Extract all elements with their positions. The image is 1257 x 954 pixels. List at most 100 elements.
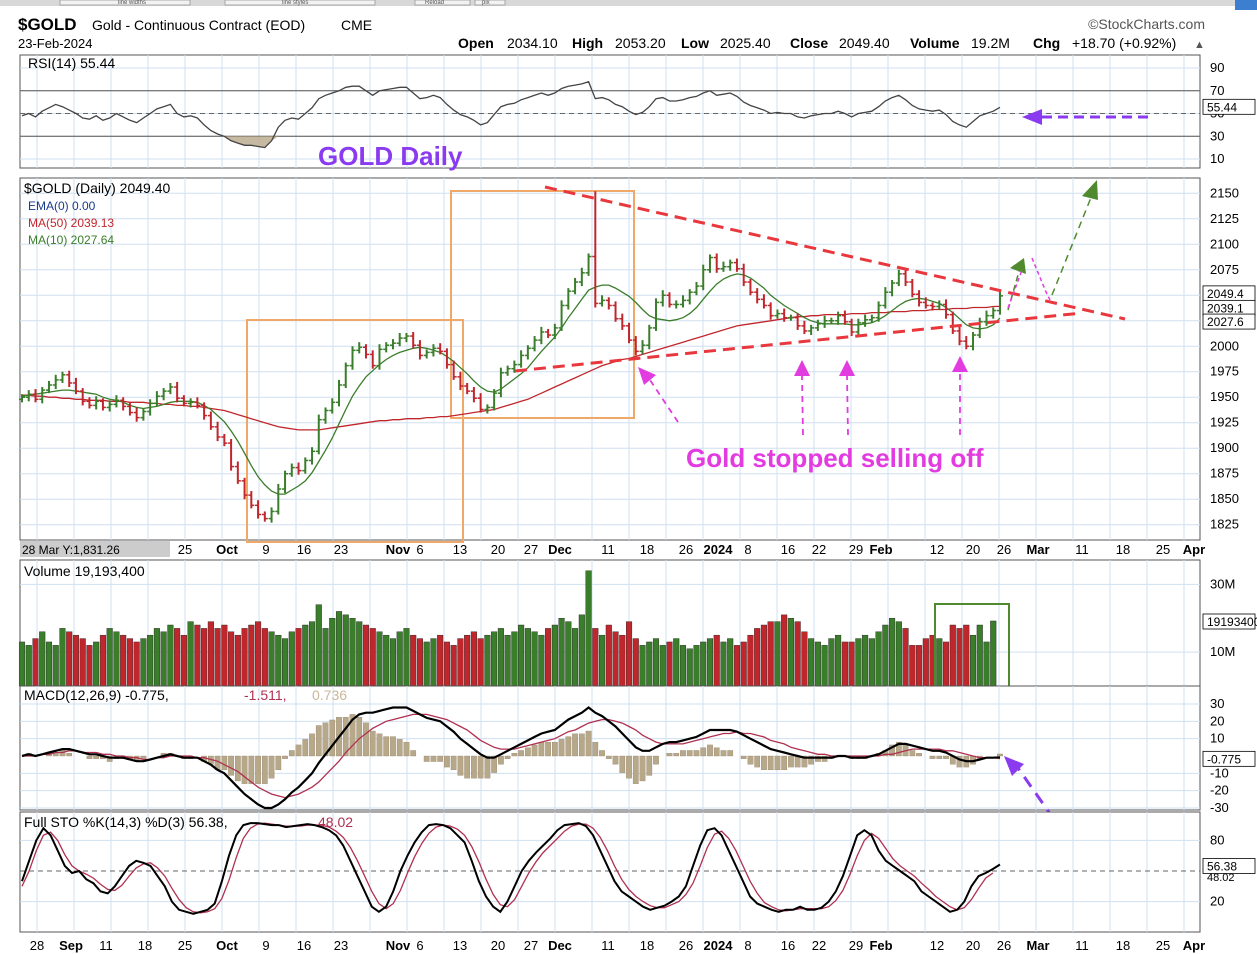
volume-bar xyxy=(302,624,309,687)
volume-bar xyxy=(356,621,363,687)
x-tick-label: 11 xyxy=(601,938,615,953)
macd-hist-bar xyxy=(437,755,444,762)
chart-header: $GOLD Gold - Continuous Contract (EOD) C… xyxy=(18,15,1205,51)
y-tick-label: 80 xyxy=(1210,832,1224,847)
macd-hist-bar xyxy=(52,753,59,757)
consolidation-box-dec xyxy=(450,190,635,419)
macd-hist-bar xyxy=(59,750,66,757)
volume-bar xyxy=(612,631,619,687)
volume-panel: 30M 10M Volume 19,193,400 19193400 xyxy=(18,559,1257,702)
symbol-title: $GOLD xyxy=(18,15,77,34)
x-tick-label: 8 xyxy=(744,938,751,953)
y-tick-label: 70 xyxy=(1210,83,1224,98)
volume-bar xyxy=(855,638,862,687)
macd-hist-bar xyxy=(592,741,599,757)
volume-bar xyxy=(747,634,754,687)
ohlc-label: Close xyxy=(790,35,828,51)
value-tag xyxy=(1202,750,1256,767)
macd-hist-bar xyxy=(282,755,288,759)
macd-hist-bar xyxy=(794,755,801,768)
macd-hist-bar xyxy=(410,750,417,757)
macd-hist-bar xyxy=(599,750,605,757)
volume-bar xyxy=(504,634,511,687)
volume-bar xyxy=(39,631,46,687)
x-tick-label: Feb xyxy=(869,542,892,557)
macd-hist-bar xyxy=(707,744,713,757)
volume-bar xyxy=(464,634,471,687)
volume-bar xyxy=(282,638,289,687)
volume-bar xyxy=(828,638,835,687)
volume-bar xyxy=(659,645,666,687)
ohlc-value: +18.70 (+0.92%) xyxy=(1072,35,1176,51)
volume-bar xyxy=(511,631,518,687)
macd-hist-bar xyxy=(403,741,410,757)
volume-bar xyxy=(808,638,815,687)
tab-pix[interactable]: pix xyxy=(482,0,490,6)
macd-hist-bar xyxy=(390,736,396,757)
value-tag-text: 2049.4 xyxy=(1207,287,1244,301)
magenta-arrow-line xyxy=(1031,257,1051,301)
volume-bar xyxy=(389,638,396,687)
x-tick-label: 20 xyxy=(966,938,980,953)
ohlc-label: Low xyxy=(681,35,709,51)
header-date: 23-Feb-2024 xyxy=(18,36,92,51)
macd-hist-bar xyxy=(498,755,504,765)
annotation-arrow-head-icon xyxy=(794,360,810,376)
volume-bar xyxy=(25,645,32,687)
volume-bar xyxy=(241,628,248,687)
value-tag-text: 19193400 xyxy=(1207,615,1257,629)
tab-line-widths[interactable]: line widths xyxy=(118,0,146,6)
macd-hist-bar xyxy=(808,755,814,765)
volume-bar xyxy=(646,641,653,687)
macd-hist-bar xyxy=(477,755,484,779)
volume-bar xyxy=(457,638,464,687)
volume-bar xyxy=(558,618,565,687)
volume-bar xyxy=(585,570,592,687)
x-tick-label: 20 xyxy=(491,938,505,953)
macd-hist-bar xyxy=(740,755,747,759)
panel-border xyxy=(19,177,1201,541)
x-tick-label: 16 xyxy=(781,542,795,557)
volume-bar xyxy=(120,634,127,687)
x-tick-label: 27 xyxy=(524,938,538,953)
macd-hist-bar xyxy=(531,744,538,757)
volume-bar xyxy=(592,628,599,687)
x-tick-label: Dec xyxy=(548,542,572,557)
volume-bar xyxy=(369,628,376,687)
volume-bar xyxy=(551,624,558,687)
volume-bar xyxy=(652,638,660,687)
volume-bar xyxy=(693,645,700,687)
annotation-text: Gold stopped selling off xyxy=(686,443,984,473)
volume-bar xyxy=(99,634,106,687)
x-tick-label: 9 xyxy=(262,542,269,557)
target-arrow-line xyxy=(1051,194,1093,296)
volume-bar xyxy=(484,634,491,687)
macd-hist-bar xyxy=(943,755,949,759)
volume-bar xyxy=(889,618,896,687)
x-tick-label: 20 xyxy=(966,542,980,557)
date-axis-top: 28 Mar Y:1,831.26 25 Oct 9 16 23 Nov 6 13 20 27 Dec… xyxy=(20,541,1205,557)
panel-border xyxy=(19,685,1201,811)
x-tick-label: 8 xyxy=(744,542,751,557)
macd-hist-bar xyxy=(268,755,275,779)
instrument-name: Gold - Continuous Contract (EOD) xyxy=(92,17,305,33)
tab-line-styles[interactable]: line styles xyxy=(282,0,308,6)
ma10-line xyxy=(21,273,1001,495)
tab-reload[interactable]: Reload xyxy=(425,0,444,6)
volume-bar xyxy=(969,634,977,687)
volume-bar xyxy=(774,621,781,687)
price-panel: 2150212521002075205020252000197519501925… xyxy=(19,177,1256,543)
x-tick-label: 29 xyxy=(849,938,863,953)
volume-bar xyxy=(470,631,477,687)
x-tick-label: 18 xyxy=(1116,938,1130,953)
x-tick-label: 6 xyxy=(416,938,423,953)
macd-arrow-head-icon xyxy=(1004,756,1024,776)
macd-hist-bar xyxy=(538,741,545,757)
macd-hist-bar xyxy=(666,753,673,757)
volume-bar xyxy=(720,641,727,687)
macd-hist-bar xyxy=(653,755,659,765)
volume-bar xyxy=(760,624,767,687)
macd-hist-bar xyxy=(504,755,511,759)
volume-bar xyxy=(59,628,66,687)
volume-bar xyxy=(133,641,140,687)
